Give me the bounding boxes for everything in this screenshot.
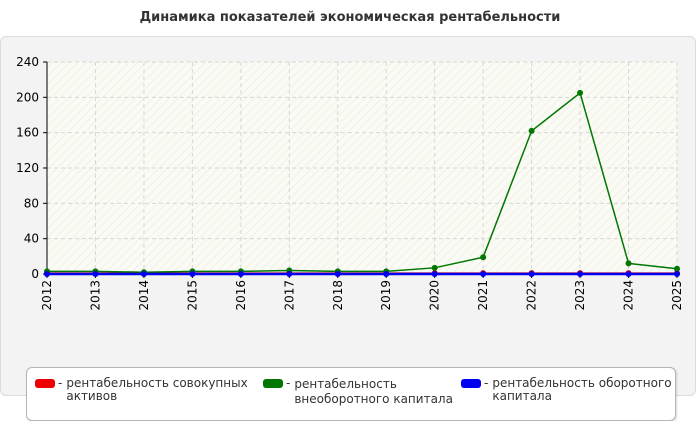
data-point: [383, 271, 390, 277]
x-tick-label: 2020: [428, 280, 442, 311]
data-point: [577, 89, 584, 96]
data-point: [431, 264, 438, 271]
x-tick-label: 2013: [88, 280, 102, 311]
data-point: [237, 271, 244, 277]
data-point: [334, 271, 341, 277]
y-tick-label: 120: [16, 161, 39, 175]
data-point: [286, 271, 293, 277]
legend-swatch-blue: [461, 379, 481, 388]
data-point: [674, 265, 680, 272]
legend: - рентабельность совокупных активов - ре…: [26, 367, 676, 421]
legend-label-line2: внеоборотного капитала: [294, 392, 453, 406]
y-tick-label: 240: [16, 55, 39, 69]
legend-label-line1: рентабельность: [294, 377, 397, 391]
data-point: [625, 271, 632, 277]
y-tick-label: 160: [16, 126, 39, 140]
legend-dash: -: [286, 376, 291, 390]
y-tick-label: 200: [16, 90, 39, 104]
legend-label: рентабельность внеоборотного капитала: [294, 377, 453, 407]
x-tick-label: 2025: [670, 280, 684, 311]
chart-panel: 0 40 80 120 160 200 240 2012 2013 2014 2015 2016 201…: [0, 36, 696, 421]
x-tick-label: 2021: [476, 280, 490, 311]
data-point: [528, 271, 535, 277]
y-tick-label: 80: [24, 196, 39, 210]
legend-label-line2: капитала: [492, 389, 552, 403]
y-tick-label: 0: [31, 267, 39, 281]
plot-area: 0 40 80 120 160 200 240 2012 2013 2014 2015 2016 201…: [16, 55, 684, 311]
data-point: [480, 254, 487, 261]
legend-swatch-red: [35, 379, 55, 388]
series-line: [47, 91, 678, 273]
data-point: [577, 271, 584, 277]
x-tick-label: 2015: [185, 280, 199, 311]
x-tick-label: 2016: [234, 280, 248, 311]
legend-label-line1: рентабельность совокупных: [66, 376, 248, 390]
data-point: [480, 271, 487, 277]
data-point: [189, 271, 196, 277]
x-tick-label: 2022: [525, 280, 539, 311]
y-tick-label: 40: [24, 232, 39, 246]
data-point: [92, 271, 99, 277]
data-point: [140, 271, 147, 277]
legend-item-working-capital: - рентабельность оборотного капитала: [461, 377, 672, 403]
data-point: [625, 260, 632, 267]
legend-dash: -: [58, 376, 63, 390]
data-point: [431, 271, 438, 277]
x-tick-label: 2017: [282, 280, 296, 311]
x-tick-label: 2024: [622, 280, 636, 311]
legend-dash: -: [484, 376, 489, 390]
x-tick-label: 2018: [331, 280, 345, 311]
data-point: [674, 271, 680, 277]
legend-label-line1: рентабельность оборотного: [492, 376, 672, 390]
x-tick-label: 2019: [379, 280, 393, 311]
chart-title: Динамика показателей экономическая рента…: [139, 10, 561, 25]
x-tick-label: 2014: [137, 280, 151, 311]
legend-label: рентабельность оборотного капитала: [492, 377, 671, 403]
legend-label: рентабельность совокупных активов: [66, 377, 247, 403]
x-tick-label: 2023: [573, 280, 587, 311]
x-tick-label: 2012: [40, 280, 54, 311]
data-point: [44, 271, 50, 277]
legend-swatch-green: [263, 379, 283, 388]
legend-label-line2: активов: [66, 389, 118, 403]
legend-item-noncurrent-capital: - рентабельность внеоборотного капитала: [263, 377, 453, 407]
legend-item-total-assets: - рентабельность совокупных активов: [35, 377, 248, 403]
data-point: [528, 127, 535, 134]
